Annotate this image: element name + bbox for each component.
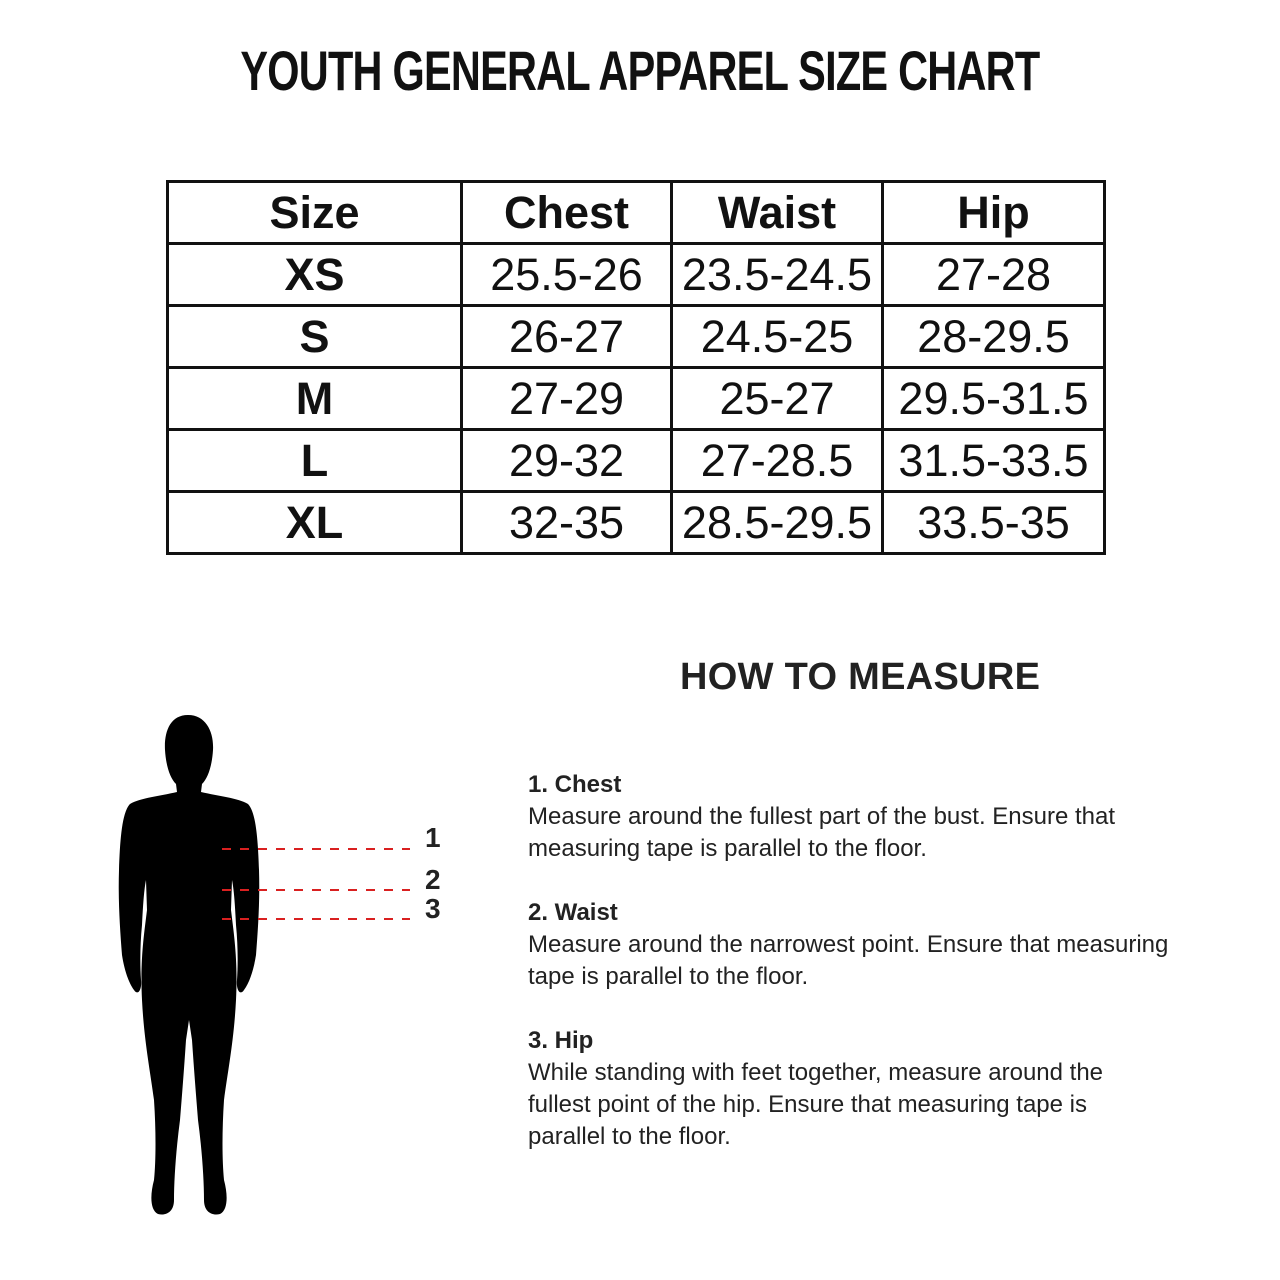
instruction-title: 1. Chest <box>528 771 622 798</box>
table-row: XL 32-35 28.5-29.5 33.5-35 <box>166 490 1106 555</box>
cell-chest: 25.5-26 <box>460 242 673 307</box>
instruction-title: 2. Waist <box>528 899 618 926</box>
cell-hip: 28-29.5 <box>881 304 1106 369</box>
cell-hip: 31.5-33.5 <box>881 428 1106 493</box>
cell-waist: 23.5-24.5 <box>670 242 884 307</box>
body-silhouette-figure <box>118 715 410 1215</box>
instruction-line: While standing with feet together, measu… <box>528 1059 1104 1086</box>
marker-label-3: 3 <box>425 893 441 924</box>
cell-chest: 32-35 <box>460 490 673 555</box>
instruction-title: 3. Hip <box>528 1027 594 1054</box>
instruction-line: Measure around the fullest part of the b… <box>528 803 1116 830</box>
instruction-line: fullest point of the hip. Ensure that me… <box>528 1091 1087 1118</box>
instruction-chest: 1. Chest Measure around the fullest part… <box>528 769 1268 865</box>
instruction-waist: 2. Waist Measure around the narrowest po… <box>528 897 1268 993</box>
cell-waist: 25-27 <box>670 366 884 431</box>
marker-label-2: 2 <box>425 864 441 895</box>
header-chest: Chest <box>460 180 673 245</box>
how-to-measure-heading: HOW TO MEASURE <box>680 656 1041 698</box>
table-row: M 27-29 25-27 29.5-31.5 <box>166 366 1106 431</box>
cell-size: L <box>166 428 463 493</box>
instruction-line: measuring tape is parallel to the floor. <box>528 835 927 862</box>
cell-size: M <box>166 366 463 431</box>
table-header-row: Size Chest Waist Hip <box>166 180 1106 245</box>
cell-size: XS <box>166 242 463 307</box>
cell-chest: 26-27 <box>460 304 673 369</box>
instruction-line: parallel to the floor. <box>528 1123 731 1150</box>
instruction-line: Measure around the narrowest point. Ensu… <box>528 931 1169 958</box>
table-row: XS 25.5-26 23.5-24.5 27-28 <box>166 242 1106 307</box>
header-size: Size <box>166 180 463 245</box>
header-waist: Waist <box>670 180 884 245</box>
table-row: L 29-32 27-28.5 31.5-33.5 <box>166 428 1106 493</box>
cell-hip: 33.5-35 <box>881 490 1106 555</box>
cell-waist: 24.5-25 <box>670 304 884 369</box>
cell-waist: 28.5-29.5 <box>670 490 884 555</box>
header-hip: Hip <box>881 180 1106 245</box>
instruction-line: tape is parallel to the floor. <box>528 963 809 990</box>
page-title: YOUTH GENERAL APPAREL SIZE CHART <box>240 39 1040 102</box>
cell-chest: 29-32 <box>460 428 673 493</box>
cell-hip: 27-28 <box>881 242 1106 307</box>
table-row: S 26-27 24.5-25 28-29.5 <box>166 304 1106 369</box>
marker-label-1: 1 <box>425 822 441 853</box>
cell-chest: 27-29 <box>460 366 673 431</box>
human-silhouette-icon <box>118 715 260 1215</box>
cell-hip: 29.5-31.5 <box>881 366 1106 431</box>
cell-size: S <box>166 304 463 369</box>
instruction-hip: 3. Hip While standing with feet together… <box>528 1025 1268 1153</box>
cell-size: XL <box>166 490 463 555</box>
size-table: Size Chest Waist Hip XS 25.5-26 23.5-24.… <box>166 180 1106 555</box>
cell-waist: 27-28.5 <box>670 428 884 493</box>
